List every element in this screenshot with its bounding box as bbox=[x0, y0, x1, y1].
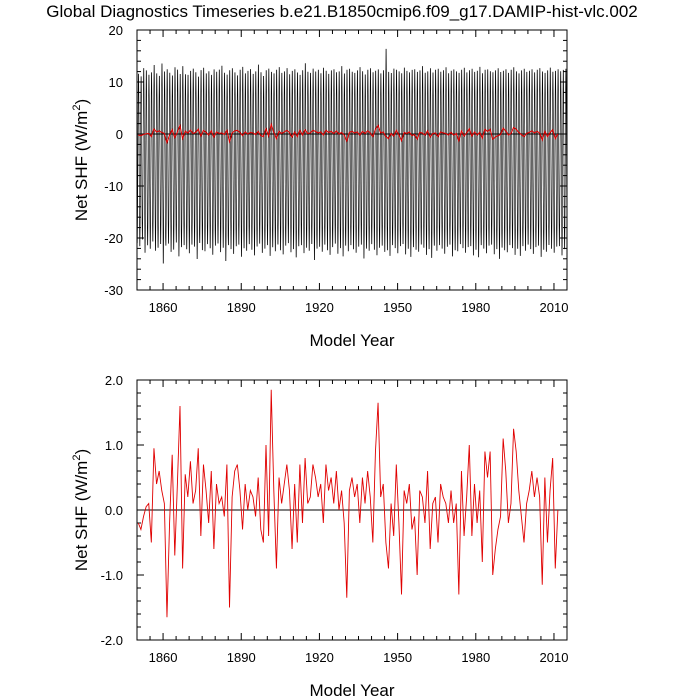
x-tick-label: 1920 bbox=[305, 650, 334, 665]
y-tick-label: 0.0 bbox=[105, 503, 123, 518]
x-tick-label: 1890 bbox=[227, 300, 256, 315]
y-tick-label: 10 bbox=[109, 75, 123, 90]
y-tick-label: -10 bbox=[104, 179, 123, 194]
x-axis-label: Model Year bbox=[309, 681, 394, 700]
x-axis-label: Model Year bbox=[309, 331, 394, 350]
y-axis-label: Net SHF (W/m2) bbox=[71, 99, 91, 221]
x-tick-label: 1860 bbox=[149, 300, 178, 315]
x-tick-label: 1920 bbox=[305, 300, 334, 315]
x-tick-label: 1860 bbox=[149, 650, 178, 665]
y-tick-label: -1.0 bbox=[101, 568, 123, 583]
y-tick-label: -30 bbox=[104, 283, 123, 298]
x-tick-label: 1980 bbox=[461, 650, 490, 665]
top-timeseries-panel: 1860 1890 1920 1950 1980 2010 -30 -20 -10 0 10 20 Mo… bbox=[71, 23, 568, 350]
annual-mean-line bbox=[137, 389, 559, 618]
x-tick-label: 2010 bbox=[540, 300, 569, 315]
x-tick-label: 1950 bbox=[383, 300, 412, 315]
y-tick-label: 20 bbox=[109, 23, 123, 38]
y-tick-label: 2.0 bbox=[105, 373, 123, 388]
monthly-series-line bbox=[137, 48, 568, 264]
x-tick-label: 1980 bbox=[461, 300, 490, 315]
plot-frame bbox=[136, 29, 568, 291]
bottom-annual-mean-panel: 1860 1890 1920 1950 1980 2010 -2.0 -1.0 0.0 1.0 2.… bbox=[71, 373, 568, 700]
x-tick-label: 1890 bbox=[227, 650, 256, 665]
y-tick-label: 1.0 bbox=[105, 438, 123, 453]
x-tick-label: 1950 bbox=[383, 650, 412, 665]
annual-mean-overlay-line bbox=[138, 122, 559, 145]
y-tick-label: -20 bbox=[104, 231, 123, 246]
y-axis-label: Net SHF (W/m2) bbox=[71, 449, 91, 571]
y-tick-label: -2.0 bbox=[101, 633, 123, 648]
figure-title: Global Diagnostics Timeseries b.e21.B185… bbox=[46, 2, 638, 21]
x-tick-label: 2010 bbox=[540, 650, 569, 665]
y-tick-label: 0 bbox=[116, 127, 123, 142]
